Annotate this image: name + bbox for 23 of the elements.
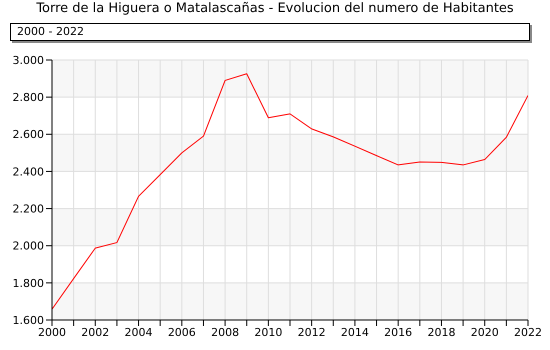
- line-series: [52, 73, 528, 310]
- x-tick-label: 2004: [124, 326, 153, 339]
- x-tick-label: 2010: [254, 326, 282, 339]
- x-tick-label: 2016: [384, 326, 412, 339]
- chart-subtitle: 2000 - 2022: [10, 23, 530, 41]
- x-tick-label: 2000: [38, 326, 66, 339]
- y-tick-label: 1.800: [12, 276, 44, 290]
- x-tick-label: 2008: [211, 326, 240, 339]
- y-tick-label: 3.000: [12, 54, 44, 67]
- x-tick-label: 2018: [427, 326, 456, 339]
- chart-title: Torre de la Higuera o Matalascañas - Evolucion del numero de Habitantes: [35, 1, 515, 16]
- y-tick-label: 2.200: [12, 202, 44, 216]
- x-tick-label: 2012: [298, 326, 326, 339]
- y-tick-label: 2.600: [12, 128, 44, 142]
- x-tick-label: 2002: [81, 326, 110, 339]
- y-tick-label: 2.400: [12, 165, 44, 178]
- y-tick-label: 1.600: [12, 314, 44, 327]
- y-tick-label: 2.000: [12, 240, 44, 253]
- y-tick-label: 2.800: [12, 91, 44, 104]
- x-tick-label: 2006: [168, 326, 196, 339]
- x-tick-label: 2022: [514, 326, 542, 339]
- x-tick-label: 2020: [470, 326, 499, 339]
- x-tick-label: 2014: [340, 326, 369, 339]
